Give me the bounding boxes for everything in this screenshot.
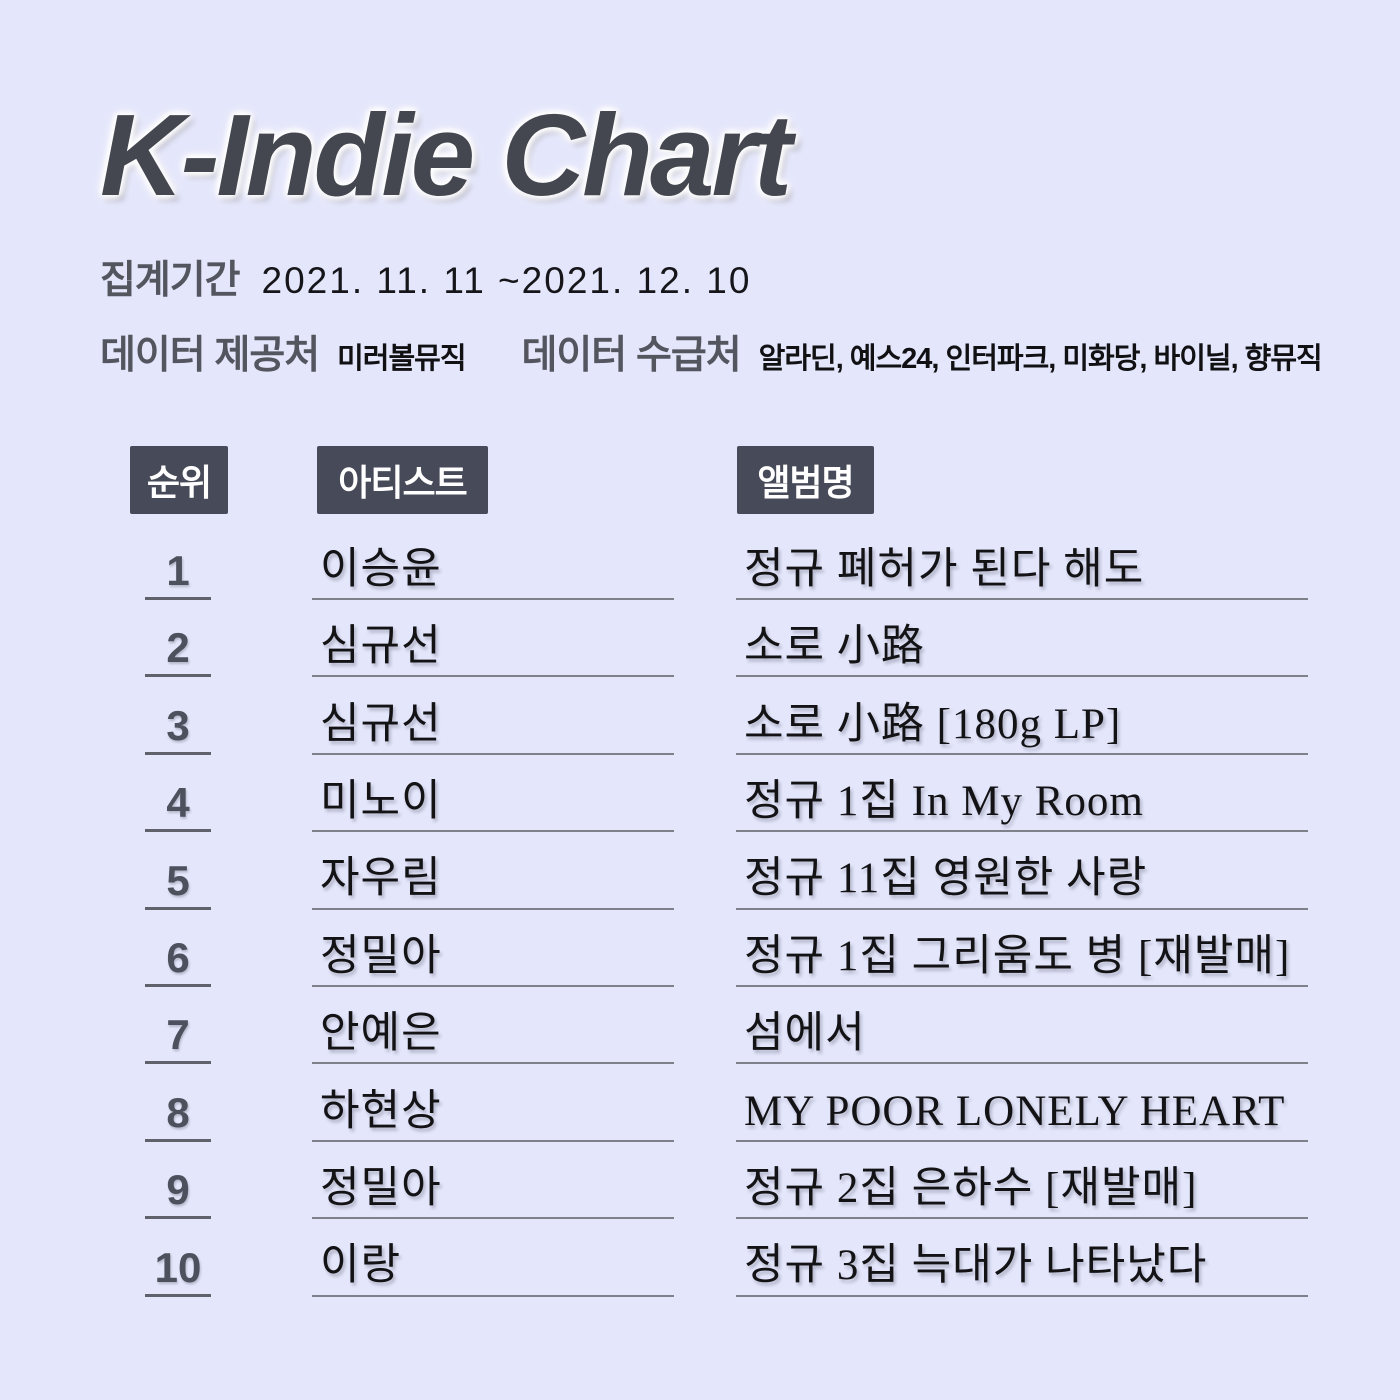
rank-cell: 10 (145, 1220, 211, 1297)
album-cell: 소로 小路 [180g LP] (736, 678, 1308, 755)
album-cell: 정규 폐허가 된다 해도 (736, 523, 1308, 600)
rank-cell: 7 (145, 987, 211, 1065)
rank-cell: 5 (145, 833, 211, 910)
artist-cell: 심규선 (312, 678, 674, 755)
artist-cell: 미노이 (312, 755, 674, 833)
source-label: 데이터 수급처 (521, 334, 742, 377)
artist-cell: 안예은 (312, 987, 674, 1065)
artist-cell: 자우림 (312, 833, 674, 910)
rank-cell: 8 (145, 1065, 211, 1142)
column-header-rank: 순위 (130, 446, 228, 514)
table-row: 3 심규선 소로 小路 [180g LP] (0, 678, 1400, 755)
data-source-line: 데이터 제공처 미러볼뮤직 데이터 수급처 알라딘, 예스24, 인터파크, 미… (100, 324, 1323, 380)
artist-cell: 정밀아 (312, 910, 674, 987)
album-cell: 정규 3집 늑대가 나타났다 (736, 1220, 1308, 1297)
period-label: 집계기간 (100, 259, 241, 302)
column-header-album: 앨범명 (737, 446, 874, 514)
table-row: 2 심규선 소로 小路 (0, 600, 1400, 678)
album-cell: 정규 2집 은하수 [재발매] (736, 1142, 1308, 1220)
rank-cell: 3 (145, 678, 211, 755)
table-row: 8 하현상 MY POOR LONELY HEART (0, 1065, 1400, 1142)
artist-cell: 하현상 (312, 1065, 674, 1142)
album-cell: 정규 1집 In My Room (736, 755, 1308, 833)
rank-cell: 4 (145, 755, 211, 833)
album-cell: 정규 11집 영원한 사랑 (736, 833, 1308, 910)
source-value: 알라딘, 예스24, 인터파크, 미화당, 바이닐, 향뮤직 (758, 343, 1323, 375)
rank-cell: 9 (145, 1142, 211, 1220)
table-row: 1 이승윤 정규 폐허가 된다 해도 (0, 523, 1400, 600)
album-cell: 소로 小路 (736, 600, 1308, 678)
table-row: 4 미노이 정규 1집 In My Room (0, 755, 1400, 833)
rank-cell: 1 (145, 523, 211, 600)
provider-value: 미러볼뮤직 (337, 343, 466, 375)
period-line: 집계기간 2021. 11. 11 ~2021. 12. 10 (100, 249, 751, 305)
table-row: 6 정밀아 정규 1집 그리움도 병 [재발매] (0, 910, 1400, 987)
page-title: K-Indie Chart (100, 90, 792, 220)
artist-cell: 정밀아 (312, 1142, 674, 1220)
artist-cell: 심규선 (312, 600, 674, 678)
provider-label: 데이터 제공처 (100, 334, 320, 377)
table-row: 10 이랑 정규 3집 늑대가 나타났다 (0, 1220, 1400, 1297)
artist-cell: 이랑 (312, 1220, 674, 1297)
table-row: 5 자우림 정규 11집 영원한 사랑 (0, 833, 1400, 910)
table-row: 9 정밀아 정규 2집 은하수 [재발매] (0, 1142, 1400, 1220)
period-value: 2021. 11. 11 ~2021. 12. 10 (261, 260, 752, 301)
album-cell: 섬에서 (736, 987, 1308, 1065)
album-cell: 정규 1집 그리움도 병 [재발매] (736, 910, 1308, 987)
column-header-artist: 아티스트 (317, 446, 488, 514)
rank-cell: 6 (145, 910, 211, 987)
rank-cell: 2 (145, 600, 211, 678)
album-cell: MY POOR LONELY HEART (736, 1065, 1308, 1142)
artist-cell: 이승윤 (312, 523, 674, 600)
table-row: 7 안예은 섬에서 (0, 987, 1400, 1065)
